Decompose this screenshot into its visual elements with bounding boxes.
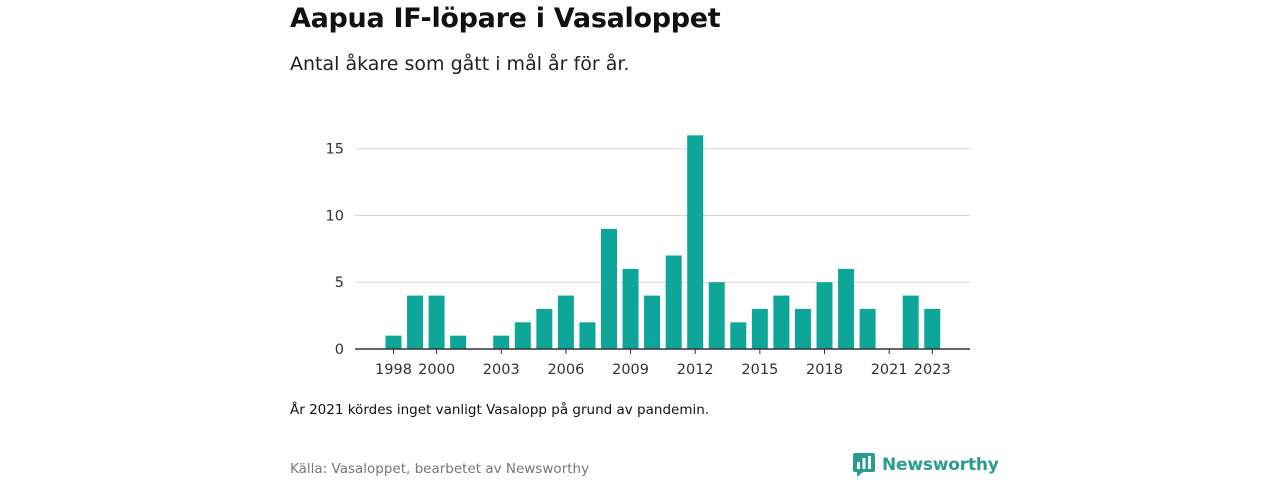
x-tick-label: 2021 <box>871 362 908 378</box>
bar-2004 <box>514 322 531 349</box>
chart-card: Aapua IF-löpare i Vasaloppet Antal åkare… <box>290 0 999 480</box>
bar-2000 <box>428 295 445 349</box>
bar-2012 <box>687 135 704 349</box>
bar-chart-svg: 0 5 10 15 1998 2000 2003 2006 2009 2012 2015 2018 20… <box>326 135 970 378</box>
bar-2011 <box>665 255 682 349</box>
bar-2005 <box>536 308 553 349</box>
bar-1998 <box>385 335 402 349</box>
bar-2018 <box>816 282 833 349</box>
y-tick-label: 15 <box>326 142 344 158</box>
bar-2006 <box>557 295 574 349</box>
y-tick-label: 0 <box>335 342 344 358</box>
x-tick-label: 2000 <box>418 362 455 378</box>
y-tick-label: 10 <box>326 208 344 224</box>
bar-2022 <box>902 295 919 349</box>
x-tick-label: 2003 <box>483 362 520 378</box>
brand-name: Newsworthy <box>882 455 999 475</box>
x-tick-label: 2009 <box>612 362 649 378</box>
bar-2008 <box>601 228 617 349</box>
newsworthy-logo-icon <box>853 453 875 477</box>
bar-2013 <box>708 282 725 349</box>
bar-1999 <box>407 295 424 349</box>
bar-2014 <box>730 322 747 349</box>
chart-note: År 2021 kördes inget vanligt Vasalopp på… <box>290 402 710 418</box>
chart-title: Aapua IF-löpare i Vasaloppet <box>290 3 721 34</box>
x-tick-label: 1998 <box>375 362 412 378</box>
bar-2010 <box>644 295 661 349</box>
x-tick-label: 2012 <box>677 362 714 378</box>
source-text: Källa: Vasaloppet, bearbetet av Newswort… <box>290 461 590 477</box>
x-tick-label: 2018 <box>806 362 843 378</box>
chart-subtitle: Antal åkare som gått i mål år för år. <box>290 53 630 75</box>
bar-2009 <box>622 268 639 349</box>
x-tick-label: 2023 <box>914 362 951 378</box>
brand-logo: Newsworthy <box>853 453 999 477</box>
bar-2001 <box>450 335 467 349</box>
bar-2020 <box>859 308 876 349</box>
x-tick-label: 2006 <box>547 362 584 378</box>
bar-2003 <box>493 335 510 349</box>
bar-2007 <box>579 322 596 349</box>
bar-chart: 0 5 10 15 1998 2000 2003 2006 2009 2012 2015 2018 20… <box>290 120 990 385</box>
bar-2019 <box>838 268 855 349</box>
x-tick-label: 2015 <box>741 362 778 378</box>
bar-2017 <box>794 308 811 349</box>
bar-2016 <box>773 295 790 349</box>
bar-2023 <box>924 308 941 349</box>
bar-2015 <box>751 308 768 349</box>
y-tick-label: 5 <box>335 275 344 291</box>
